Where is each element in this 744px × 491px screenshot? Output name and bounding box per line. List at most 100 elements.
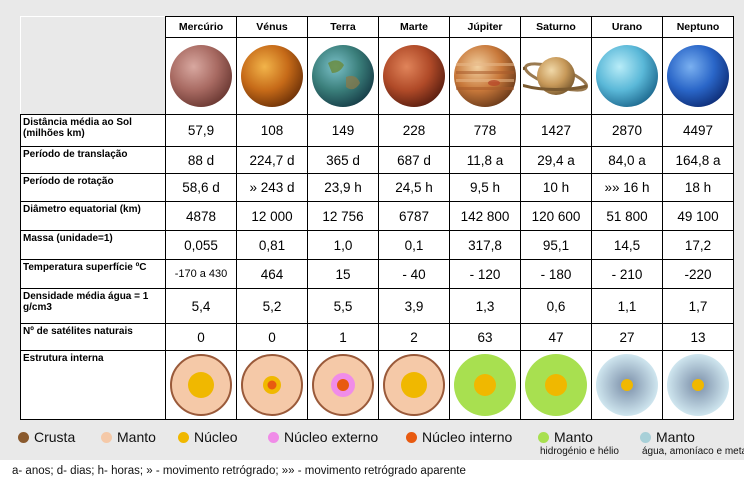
- planet-name: Vénus: [236, 16, 308, 38]
- cell-rotation: »» 16 h: [591, 173, 663, 202]
- planet-name: Saturno: [520, 16, 592, 38]
- cell-diameter: 49 100: [662, 201, 734, 231]
- cell-density: 1,3: [449, 288, 521, 324]
- cell-translation: 365 d: [307, 146, 379, 174]
- planet-image-cell: [591, 37, 663, 115]
- cell-distance: 149: [307, 114, 379, 147]
- planet-image-cell: [520, 37, 592, 115]
- cell-mass: 1,0: [307, 230, 379, 260]
- row-label: Densidade média água = 1 g/cm3: [20, 288, 166, 324]
- row-label: Temperatura superfície ºC: [20, 259, 166, 289]
- cell-distance: 108: [236, 114, 308, 147]
- legend: Crusta Manto Núcleo Núcleo externo Núcleo in…: [18, 428, 744, 458]
- cell-temperature: - 120: [449, 259, 521, 289]
- planet-image: [596, 45, 658, 107]
- planet-image-cell: [236, 37, 308, 115]
- legend-item: Núcleo: [178, 428, 238, 446]
- planet-image: [383, 45, 445, 107]
- structure-cell: [378, 350, 450, 420]
- legend-label: Núcleo interno: [422, 429, 513, 445]
- planet-image: [523, 57, 589, 95]
- cell-distance: 228: [378, 114, 450, 147]
- structure-cell: [165, 350, 237, 420]
- planet-image-cell: [662, 37, 734, 115]
- planet-image-cell: [378, 37, 450, 115]
- cell-distance: 57,9: [165, 114, 237, 147]
- cell-satellites: 0: [236, 323, 308, 351]
- cell-mass: 317,8: [449, 230, 521, 260]
- cell-mass: 95,1: [520, 230, 592, 260]
- structure-cell: [662, 350, 734, 420]
- row-label: Estrutura interna: [20, 350, 166, 420]
- planet-image: [312, 45, 374, 107]
- cell-translation: 84,0 a: [591, 146, 663, 174]
- cell-translation: 164,8 a: [662, 146, 734, 174]
- structure-diagram: [525, 354, 587, 416]
- row-diameter: Diâmetro equatorial (km) 4878 12 000 12 756…: [20, 201, 734, 231]
- cell-diameter: 120 600: [520, 201, 592, 231]
- cell-density: 5,2: [236, 288, 308, 324]
- structure-inner-core: [267, 380, 277, 390]
- planet-image-cell: [165, 37, 237, 115]
- structure-inner-core: [337, 379, 349, 391]
- cell-translation: 29,4 a: [520, 146, 592, 174]
- structure-diagram: [454, 354, 516, 416]
- row-density: Densidade média água = 1 g/cm3 5,4 5,2 5,5 3…: [20, 288, 734, 324]
- cell-distance: 2870: [591, 114, 663, 147]
- structure-diagram: [383, 354, 445, 416]
- legend-sublabel: hidrogénio e hélio: [540, 446, 619, 457]
- legend-swatch: [178, 432, 189, 443]
- cell-temperature: 464: [236, 259, 308, 289]
- row-distance: Distância média ao Sol (milhões km) 57,9 1…: [20, 114, 734, 147]
- row-label: Nº de satélites naturais: [20, 323, 166, 351]
- cell-temperature: - 180: [520, 259, 592, 289]
- structure-cell: [591, 350, 663, 420]
- cell-temperature: -220: [662, 259, 734, 289]
- cell-rotation: 23,9 h: [307, 173, 379, 202]
- cell-temperature: - 40: [378, 259, 450, 289]
- legend-label: Manto: [117, 429, 156, 445]
- structure-core: [188, 372, 214, 398]
- structure-core: [545, 374, 567, 396]
- cell-translation: 224,7 d: [236, 146, 308, 174]
- legend-swatch: [268, 432, 279, 443]
- planet-name: Neptuno: [662, 16, 734, 38]
- footnote-text: a- anos; d- dias; h- horas; » - moviment…: [12, 465, 466, 477]
- cell-density: 3,9: [378, 288, 450, 324]
- structure-diagram: [667, 354, 729, 416]
- legend-sublabel: água, amoníaco e metano: [642, 446, 744, 457]
- row-mass: Massa (unidade=1) 0,055 0,81 1,0 0,1 317,8 95,…: [20, 230, 734, 260]
- cell-rotation: 24,5 h: [378, 173, 450, 202]
- cell-rotation: » 243 d: [236, 173, 308, 202]
- cell-satellites: 13: [662, 323, 734, 351]
- row-rotation: Período de rotação 58,6 d» 243 d 23,9 h 24,…: [20, 173, 734, 202]
- planet-image-cell: [307, 37, 379, 115]
- footnote: a- anos; d- dias; h- horas; » - moviment…: [0, 460, 744, 491]
- cell-density: 5,4: [165, 288, 237, 324]
- planet-name: Júpiter: [449, 16, 521, 38]
- legend-item: Núcleo externo: [268, 428, 378, 446]
- cell-density: 5,5: [307, 288, 379, 324]
- structure-cell: [449, 350, 521, 420]
- structure-core: [621, 379, 633, 391]
- cell-diameter: 12 000: [236, 201, 308, 231]
- legend-swatch: [101, 432, 112, 443]
- cell-density: 1,1: [591, 288, 663, 324]
- structure-cell: [236, 350, 308, 420]
- legend-item: Manto: [101, 428, 156, 446]
- structure-diagram: [596, 354, 658, 416]
- cell-diameter: 51 800: [591, 201, 663, 231]
- legend-item: Núcleo interno: [406, 428, 512, 446]
- row-translation: Período de translação 88 d 224,7 d 365 d 687…: [20, 146, 734, 174]
- planet-image: [170, 45, 232, 107]
- legend-swatch: [406, 432, 417, 443]
- row-temperature: Temperatura superfície ºC -170 a 430 464 15…: [20, 259, 734, 289]
- cell-diameter: 6787: [378, 201, 450, 231]
- cell-mass: 0,055: [165, 230, 237, 260]
- cell-temperature: -170 a 430: [165, 259, 237, 289]
- cell-diameter: 4878: [165, 201, 237, 231]
- legend-item: Manto hidrogénio e hélio: [538, 428, 619, 457]
- cell-distance: 4497: [662, 114, 734, 147]
- legend-label: Manto: [554, 429, 593, 445]
- cell-rotation: 10 h: [520, 173, 592, 202]
